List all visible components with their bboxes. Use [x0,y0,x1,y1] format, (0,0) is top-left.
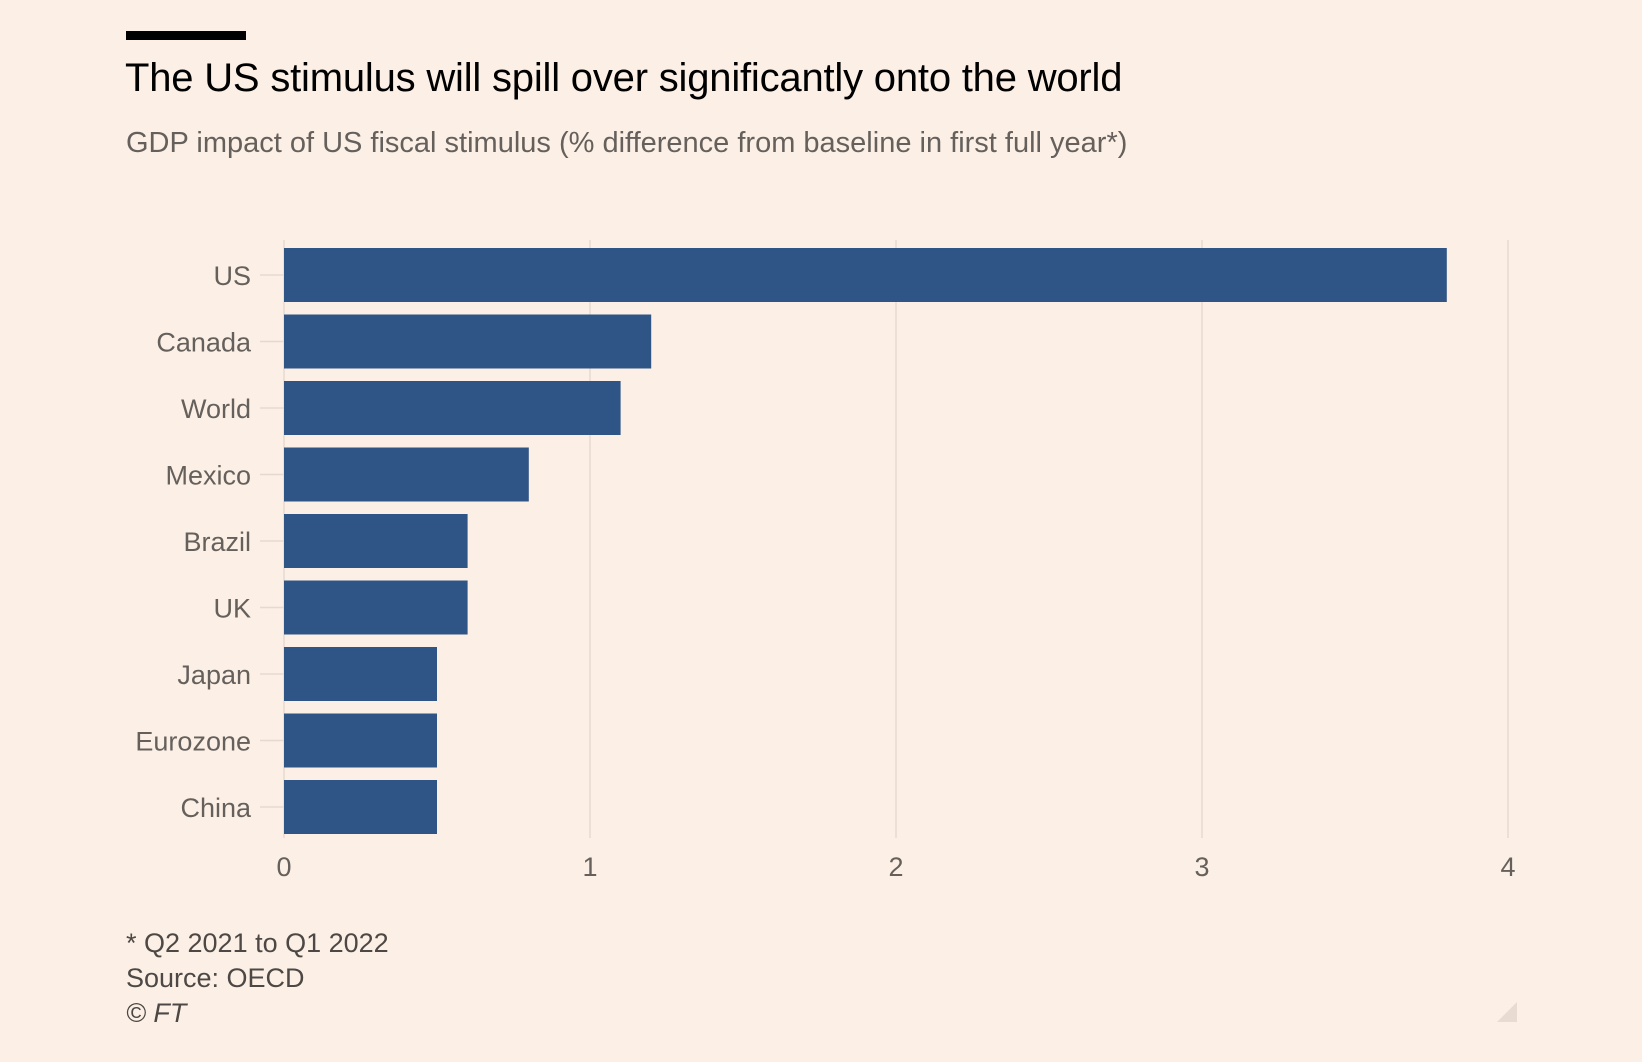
bar-mexico [284,447,529,502]
copyright-note: © FT [126,998,187,1028]
x-tick-label: 2 [888,852,903,882]
bar-china [284,780,437,834]
x-tick-label: 4 [1500,852,1515,882]
bar-brazil [284,514,468,568]
bar-uk [284,580,468,635]
x-tick-label: 0 [276,852,291,882]
x-tick-label: 3 [1194,852,1209,882]
category-label: Japan [177,660,251,690]
category-label: China [180,793,252,823]
bar-us [284,248,1447,302]
bar-world [284,381,621,435]
title-rule [126,31,246,40]
category-label: Mexico [165,461,251,491]
category-label: US [213,261,251,291]
category-label: Eurozone [135,727,251,757]
footnote: * Q2 2021 to Q1 2022 [126,928,389,958]
bar-eurozone [284,713,437,768]
category-label: UK [213,594,251,624]
x-tick-label: 1 [582,852,597,882]
chart-title: The US stimulus will spill over signific… [125,56,1123,100]
bar-japan [284,647,437,701]
bar-canada [284,314,652,369]
category-label: World [181,394,251,424]
chart-subtitle: GDP impact of US fiscal stimulus (% diff… [126,127,1128,159]
source-note: Source: OECD [126,963,305,993]
bar-chart: 0 1 2 3 4 US Canada World Mexico Brazil UK Japan Eur… [135,240,1516,882]
resize-corner-icon [1497,1002,1517,1022]
category-label: Brazil [183,527,251,557]
category-label: Canada [156,328,252,358]
